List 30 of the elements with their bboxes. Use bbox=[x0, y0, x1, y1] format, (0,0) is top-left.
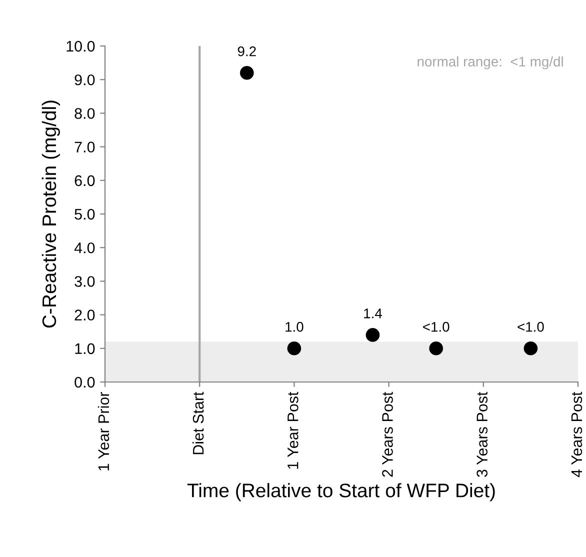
x-axis-title: Time (Relative to Start of WFP Diet) bbox=[187, 483, 495, 502]
point bbox=[287, 341, 302, 356]
y-tick-label: 7.0 bbox=[74, 142, 95, 152]
data-label: 9.2 bbox=[238, 46, 256, 56]
data-label: 1.0 bbox=[286, 322, 304, 332]
point bbox=[366, 328, 380, 342]
y-axis-title: C-Reactive Protein (mg/dl) bbox=[42, 100, 60, 328]
y-tick-label: 2.0 bbox=[74, 310, 95, 320]
x-tick-label: Diet Start bbox=[192, 392, 204, 454]
annotation: normal range: <1 mg/dl bbox=[418, 56, 563, 70]
x-tick-label: 1 Year Post bbox=[288, 392, 298, 469]
y-tick-label: 1.0 bbox=[75, 343, 95, 354]
y-tick-label: 3.0 bbox=[74, 276, 95, 287]
x-tick-label: 1 Year Prior bbox=[98, 392, 110, 470]
data-label: 1.4 bbox=[364, 308, 382, 318]
y-tick-label: 0.0 bbox=[74, 376, 95, 388]
y-tick-label: 4.0 bbox=[74, 242, 95, 254]
x-tick-label: 3 Years Post bbox=[476, 392, 488, 477]
data-label: <1.0 bbox=[423, 322, 450, 332]
y-tick-label: 9.0 bbox=[74, 74, 95, 86]
y-tick-label: 10.0 bbox=[66, 40, 95, 52]
y-tick-label: 5.0 bbox=[74, 208, 95, 220]
point bbox=[524, 341, 538, 356]
x-tick-label: 4 Years Post bbox=[571, 392, 582, 478]
data-label: <1.0 bbox=[518, 322, 544, 332]
y-tick-label: 6.0 bbox=[74, 175, 95, 186]
point bbox=[429, 341, 444, 356]
point bbox=[240, 66, 254, 80]
x-tick-label: 2 Years Post bbox=[382, 392, 393, 477]
y-tick-label: 8.0 bbox=[74, 108, 95, 119]
